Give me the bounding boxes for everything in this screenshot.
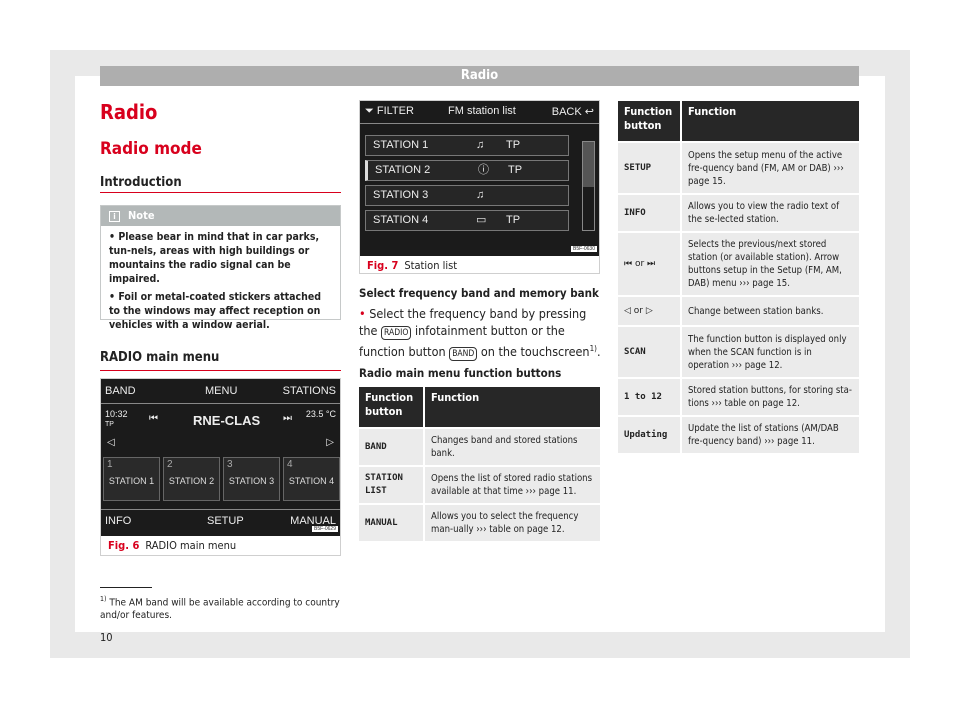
bank-left-icon[interactable]: ◁	[107, 437, 115, 448]
music-note-icon: ♫	[476, 139, 485, 151]
clock: 10:32	[105, 409, 128, 419]
preset-button[interactable]: 1 STATION 1	[103, 457, 160, 501]
table-row: SCAN The function button is displayed onl…	[618, 327, 859, 377]
note-item: • Foil or metal-coated stickers attached…	[109, 291, 322, 331]
temperature: 23.5 °C	[305, 409, 336, 419]
filter-button[interactable]: ⏷ FILTER	[365, 105, 414, 117]
table-row: ⏮ or ⏭ Selects the previous/next stored s…	[618, 233, 859, 295]
previous-station-icon[interactable]: ⏮	[149, 413, 158, 424]
divider	[100, 370, 341, 371]
screen-title: FM station list	[448, 105, 516, 117]
band-button-label: BAND	[449, 347, 478, 362]
preset-button[interactable]: 3 STATION 3	[223, 457, 280, 501]
menu-button[interactable]: MENU	[205, 385, 238, 397]
divider	[360, 123, 599, 124]
station-row[interactable]: STATION 1 ♫ TP	[365, 135, 569, 156]
radio-main-menu-screen: BAND MENU STATIONS 10:32 TP ⏮ RNE-CLAS ⏭…	[101, 379, 340, 536]
instruction-text: • Select the frequency band by pressing …	[359, 306, 601, 362]
filter-icon: ⏷	[365, 105, 377, 117]
station-row[interactable]: STATION 2 ⓘ TP	[365, 160, 569, 181]
table-row: STATION LIST Opens the list of stored rad…	[359, 467, 600, 503]
back-arrow-icon: ↩	[581, 106, 594, 118]
bank-right-icon[interactable]: ▷	[326, 437, 334, 448]
figure-number: Fig. 6	[108, 539, 140, 552]
divider	[100, 192, 341, 193]
function-buttons-table-continued: Function button Function SETUP Opens the s…	[616, 99, 861, 455]
note-item: • Please bear in mind that in car parks,…	[109, 231, 320, 285]
station-name: RNE-CLAS	[193, 413, 261, 428]
stations-button[interactable]: STATIONS	[282, 385, 336, 397]
figure-6: BAND MENU STATIONS 10:32 TP ⏮ RNE-CLAS ⏭…	[100, 378, 341, 556]
table-row: Updating Update the list of stations (AM/…	[618, 417, 859, 453]
page-title: Radio	[100, 100, 158, 124]
table-heading: Radio main menu function buttons	[359, 366, 562, 380]
station-row[interactable]: STATION 3 ♫	[365, 185, 569, 206]
table-row: 1 to 12 Stored station buttons, for stori…	[618, 379, 859, 415]
figure-7: ⏷ FILTER FM station list BACK ↩ STATION …	[359, 100, 600, 274]
preset-button[interactable]: 4 STATION 4	[283, 457, 340, 501]
info-icon: i	[109, 211, 120, 222]
section-heading: Introduction	[100, 175, 182, 190]
footnote-rule	[100, 587, 152, 588]
footnote: 1) The AM band will be available accordi…	[100, 595, 340, 622]
manual-button[interactable]: MANUAL	[290, 515, 336, 527]
figure-code: B5F-0629	[312, 526, 338, 532]
info-button[interactable]: INFO	[105, 515, 132, 527]
info-circle-icon: ⓘ	[478, 164, 489, 176]
note-box: i Note • Please bear in mind that in car …	[100, 205, 341, 331]
back-button[interactable]: BACK ↩	[551, 106, 594, 118]
setup-button[interactable]: SETUP	[207, 515, 244, 527]
figure-number: Fig. 7	[367, 259, 399, 272]
music-note-icon: ♫	[476, 189, 485, 201]
table-row: SETUP Opens the setup menu of the active …	[618, 143, 859, 193]
radio-button-label: RADIO	[381, 326, 412, 340]
table-row: ◁ or ▷ Change between station banks.	[618, 297, 859, 325]
band-button[interactable]: BAND	[105, 385, 136, 397]
preset-button[interactable]: 2 STATION 2	[163, 457, 220, 501]
table-row: BAND Changes band and stored stations ban…	[359, 429, 600, 465]
station-row[interactable]: STATION 4 ▭ TP	[365, 210, 569, 231]
running-header: Radio	[100, 66, 859, 86]
text-box-icon: ▭	[476, 214, 487, 226]
figure-code: B5F-0630	[571, 246, 597, 252]
divider	[101, 509, 340, 510]
tp-indicator: TP	[105, 421, 114, 428]
table-row: INFO Allows you to view the radio text of…	[618, 195, 859, 231]
page-number: 10	[100, 631, 113, 644]
next-station-icon[interactable]: ⏭	[283, 413, 292, 424]
section-heading: Select frequency band and memory bank	[359, 286, 599, 300]
section-heading: RADIO main menu	[100, 350, 220, 365]
divider	[101, 403, 340, 404]
scrollbar[interactable]	[582, 141, 595, 231]
station-list-screen: ⏷ FILTER FM station list BACK ↩ STATION …	[360, 101, 599, 256]
table-row: MANUAL Allows you to select the frequency…	[359, 505, 600, 541]
subtitle: Radio mode	[100, 139, 202, 159]
figure-caption: RADIO main menu	[145, 539, 237, 552]
function-buttons-table: Function button Function BAND Changes band…	[357, 385, 602, 543]
note-label: Note	[128, 209, 155, 222]
figure-caption: Station list	[404, 259, 458, 272]
